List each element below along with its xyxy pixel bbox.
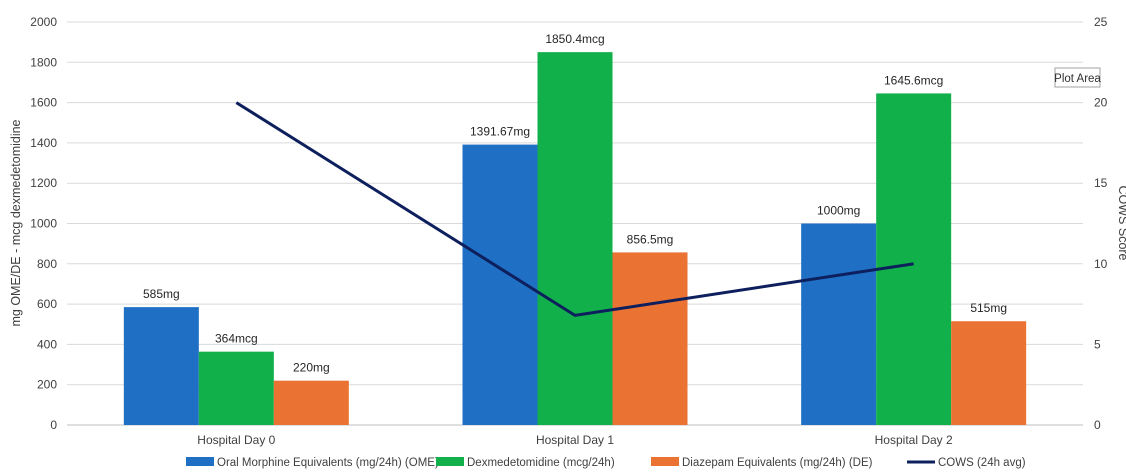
bar — [951, 321, 1027, 425]
bar — [537, 52, 613, 425]
legend-item: Oral Morphine Equivalents (mg/24h) (OME) — [186, 457, 439, 469]
bar-data-label: 364mcg — [215, 332, 258, 346]
y2-tick-label: 20 — [1094, 96, 1108, 110]
bars-layer — [123, 52, 1027, 426]
y-tick-label: 1800 — [30, 55, 57, 69]
bar — [612, 252, 688, 425]
y-tick-label: 1000 — [30, 217, 57, 231]
bar-data-label: 856.5mg — [627, 232, 674, 246]
bar-data-label: 1850.4mcg — [545, 32, 604, 46]
legend-item: Diazepam Equivalents (mg/24h) (DE) — [651, 457, 873, 469]
cows-line — [235, 101, 914, 317]
tooltip-box — [1054, 67, 1101, 88]
x-tick-label: Hospital Day 1 — [536, 433, 614, 447]
bar-data-label: 585mg — [143, 287, 180, 301]
tooltip-text: Plot Area — [1054, 73, 1101, 85]
bar — [123, 307, 199, 425]
bar-data-label: 1391.67mg — [470, 125, 530, 139]
y-tick-label: 0 — [50, 418, 57, 432]
legend: Oral Morphine Equivalents (mg/24h) (OME)… — [186, 457, 1026, 469]
y-tick-label: 1600 — [30, 96, 57, 110]
y-tick-label: 800 — [37, 257, 57, 271]
x-tick-label: Hospital Day 2 — [875, 433, 953, 447]
legend-swatch — [186, 457, 214, 466]
bar — [876, 93, 952, 426]
bar-data-label: 515mg — [970, 301, 1007, 315]
y-tick-label: 1200 — [30, 176, 57, 190]
y-tick-label: 600 — [37, 297, 57, 311]
bar — [198, 351, 274, 425]
legend-item: COWS (24h avg) — [907, 457, 1026, 469]
legend-item: Dexmedetomidine (mcg/24h) — [436, 457, 615, 469]
legend-label: COWS (24h avg) — [938, 457, 1026, 469]
labels-layer: 585mg 364mcg 220mg 1391.67mg 1850.4mcg 856.5m… — [143, 32, 1007, 375]
line-layer — [235, 101, 914, 317]
y2-tick-label: 5 — [1094, 337, 1101, 351]
y-tick-label: 200 — [37, 378, 57, 392]
y-axis-title: mg OME/DE - mcg dexmedetomidine — [9, 119, 23, 326]
bar-data-label: 1000mg — [817, 204, 860, 218]
y2-tick-label: 15 — [1094, 176, 1108, 190]
legend-label: Oral Morphine Equivalents (mg/24h) (OME) — [217, 457, 439, 469]
bar — [801, 223, 877, 425]
y-tick-label: 400 — [37, 337, 57, 351]
y2-axis-title: COWS Score — [1116, 185, 1126, 260]
y-tick-label: 2000 — [30, 15, 57, 29]
bar-data-label: 220mg — [293, 361, 330, 375]
y2-tick-label: 25 — [1094, 15, 1108, 29]
y-tick-label: 1400 — [30, 136, 57, 150]
bar-data-label: 1645.6mcg — [884, 73, 943, 87]
plot-area-tooltip: Plot Area — [1054, 67, 1101, 88]
legend-label: Diazepam Equivalents (mg/24h) (DE) — [682, 457, 873, 469]
legend-swatch — [436, 457, 464, 466]
y2-tick-label: 10 — [1094, 257, 1108, 271]
legend-swatch — [651, 457, 679, 466]
bar — [273, 380, 349, 425]
x-tick-label: Hospital Day 0 — [197, 433, 275, 447]
axes-layer: 0200400600800100012001400160018002000051… — [30, 15, 1107, 447]
legend-label: Dexmedetomidine (mcg/24h) — [467, 457, 615, 469]
y2-tick-label: 0 — [1094, 418, 1101, 432]
